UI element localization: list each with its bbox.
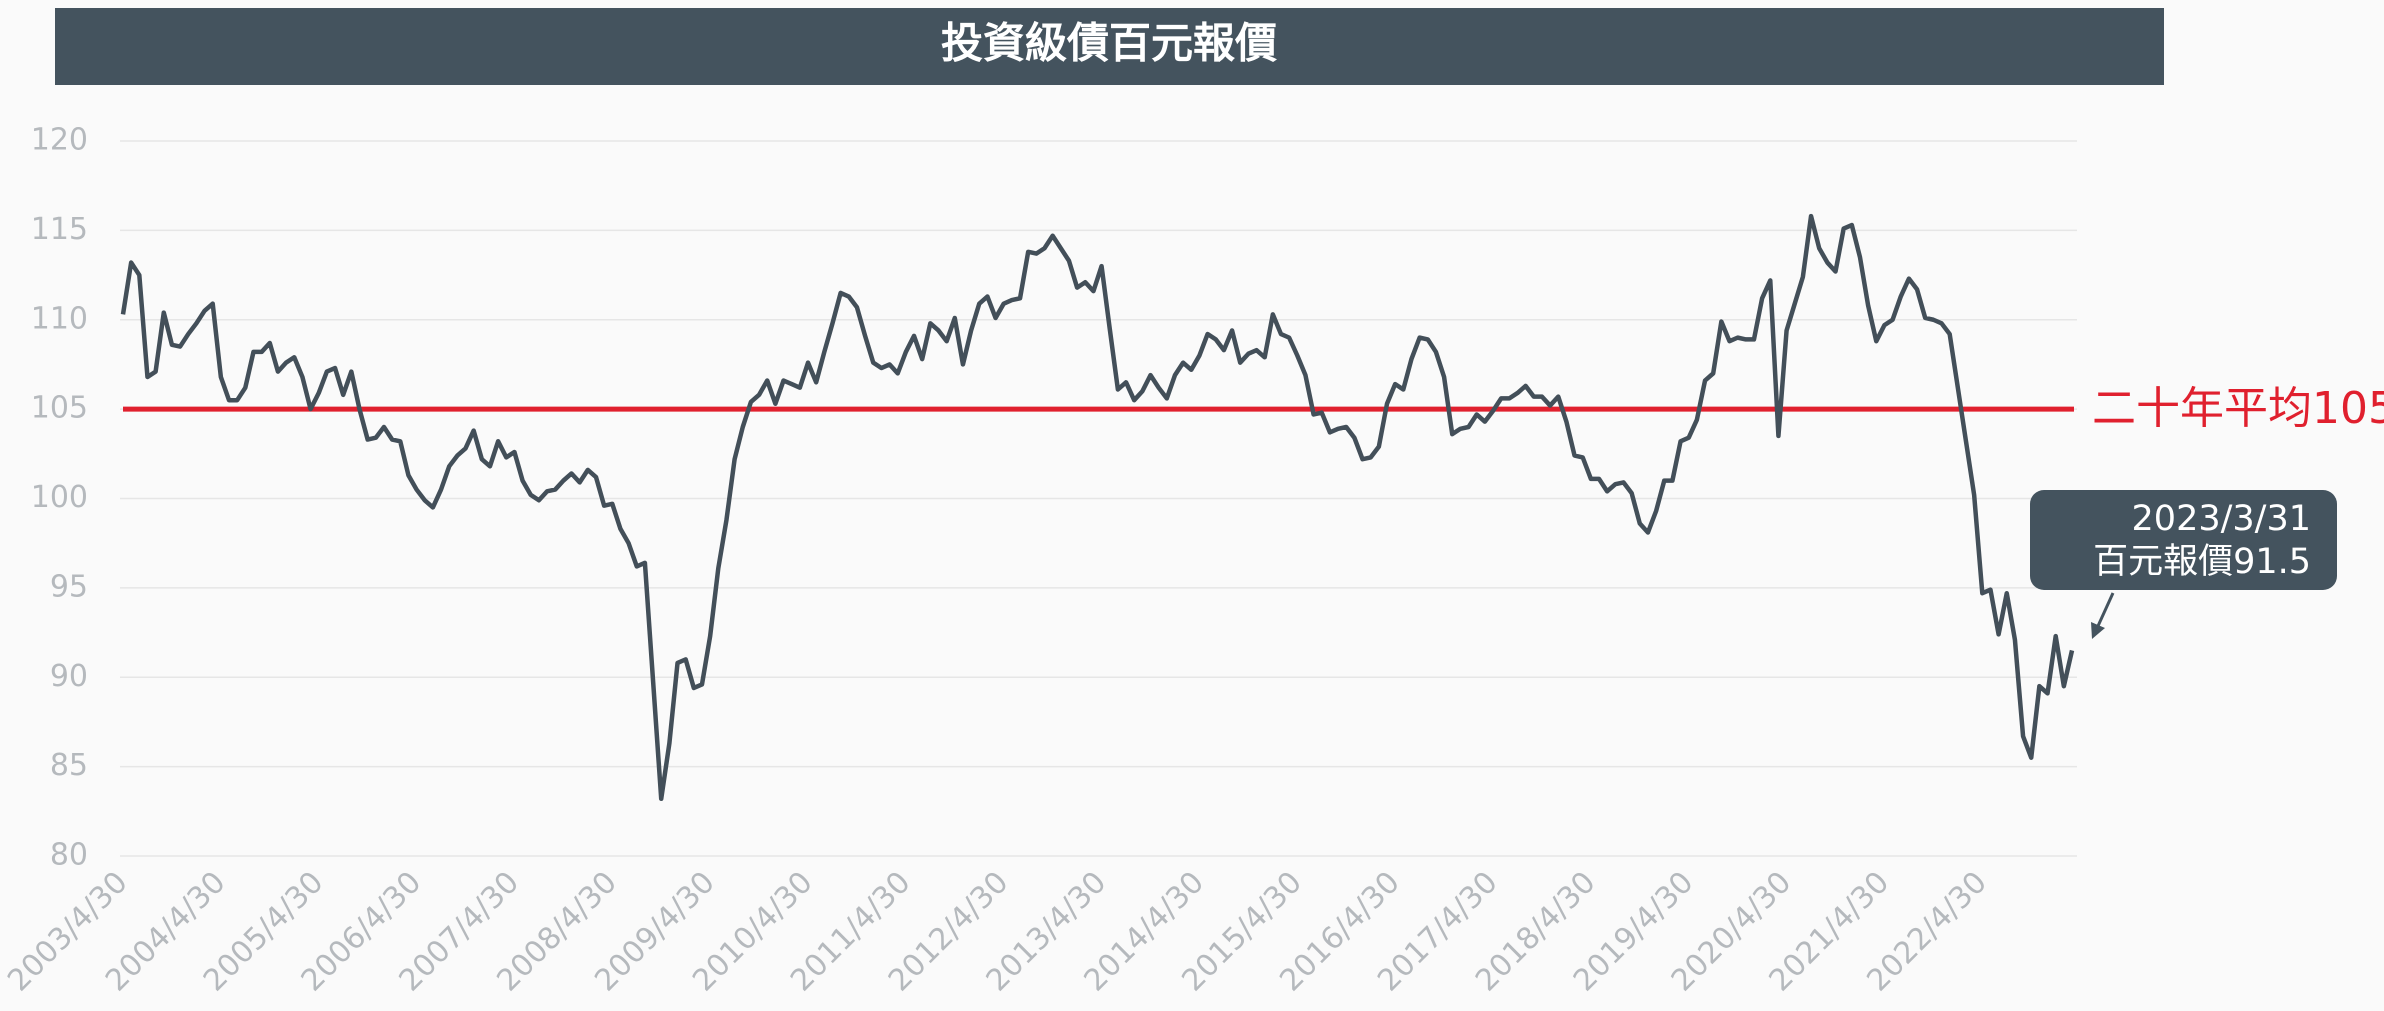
annotation-arrow — [2096, 592, 2115, 627]
annotation-box — [2030, 490, 2337, 590]
y-tick-label: 95 — [50, 569, 88, 604]
y-tick-label: 100 — [31, 480, 88, 515]
y-tick-label: 110 — [31, 301, 88, 336]
y-tick-label: 90 — [50, 659, 88, 694]
title-bar — [55, 8, 2164, 85]
y-tick-label: 105 — [31, 391, 88, 426]
chart-title: 投資級債百元報價 — [941, 19, 1277, 68]
y-tick-label: 120 — [31, 123, 88, 158]
annotation-text: 2023/3/31 — [2132, 499, 2311, 539]
y-tick-label: 85 — [50, 748, 88, 783]
annotation-text: 百元報價91.5 — [2093, 542, 2311, 582]
y-tick-label: 80 — [50, 838, 88, 873]
price-line — [120, 213, 2075, 802]
reference-label: 二十年平均105 — [2092, 383, 2384, 434]
annotation-arrowhead — [2091, 622, 2105, 639]
y-tick-label: 115 — [31, 212, 88, 247]
